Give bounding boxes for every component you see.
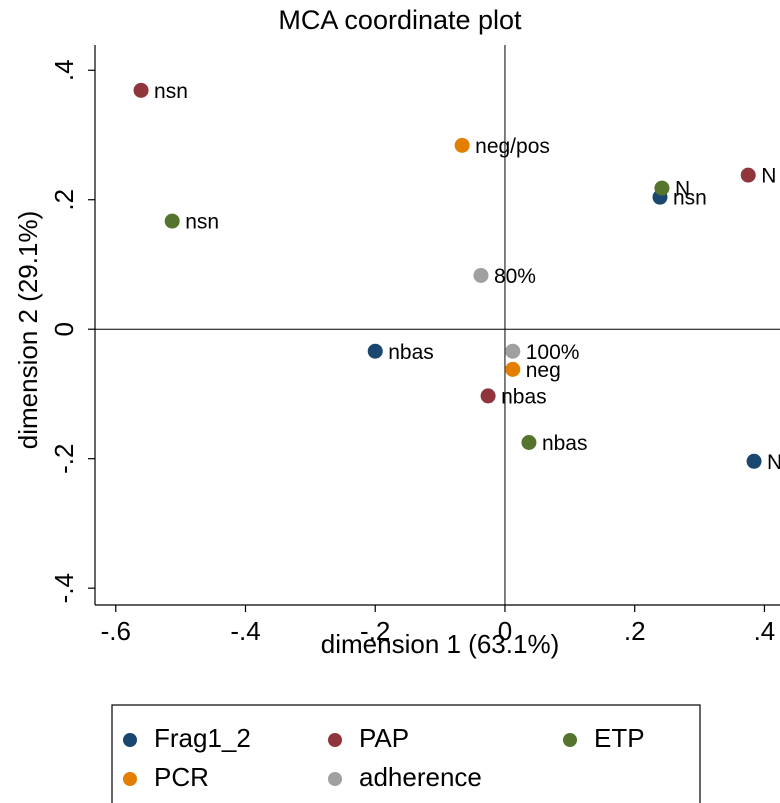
point	[367, 343, 383, 359]
y-tick-label: .4	[49, 59, 79, 81]
y-tick-label: 0	[49, 322, 79, 336]
x-tick-label: -.2	[360, 616, 390, 646]
point-label: 80%	[494, 265, 536, 288]
point-label: neg	[526, 359, 561, 382]
legend-box	[111, 704, 701, 803]
x-tick-label: .2	[624, 616, 646, 646]
point-label: N	[767, 451, 780, 474]
y-tick-label: -.2	[49, 444, 79, 474]
x-tick-label: -.4	[230, 616, 260, 646]
point	[505, 343, 521, 359]
legend-marker	[123, 772, 137, 786]
point	[521, 435, 537, 451]
point	[505, 361, 521, 377]
point-label: N	[761, 165, 776, 188]
point-label: nsn	[673, 187, 707, 210]
y-axis-title: dimension 2 (29.1%)	[13, 211, 43, 449]
point	[746, 453, 762, 469]
point-label: nbas	[501, 385, 547, 408]
chart-title: MCA coordinate plot	[278, 5, 522, 35]
point-label: nsn	[185, 211, 219, 234]
legend-marker	[328, 733, 342, 747]
legend-label: Frag1_2	[154, 723, 251, 753]
point	[164, 213, 180, 229]
legend-marker	[328, 772, 342, 786]
point-label: 100%	[526, 341, 580, 364]
legend-label: adherence	[359, 762, 482, 792]
point-label: nbas	[388, 341, 434, 364]
point	[480, 388, 496, 404]
point	[473, 267, 489, 283]
legend-marker	[123, 733, 137, 747]
point	[133, 82, 149, 98]
point-label: nsn	[154, 80, 188, 103]
y-tick-label: -.4	[49, 573, 79, 603]
x-tick-label: 0	[498, 616, 512, 646]
y-tick-label: .2	[49, 189, 79, 211]
point-label: nbas	[542, 432, 588, 455]
point	[654, 180, 670, 196]
legend-label: PCR	[154, 762, 209, 792]
legend-marker	[563, 733, 577, 747]
legend-label: ETP	[594, 723, 645, 753]
point	[740, 167, 756, 183]
point-label: N	[675, 178, 690, 201]
point-label: neg/pos	[475, 135, 550, 158]
x-tick-label: .4	[754, 616, 776, 646]
x-axis-title: dimension 1 (63.1%)	[321, 629, 559, 659]
point	[454, 137, 470, 153]
legend-label: PAP	[359, 723, 409, 753]
x-tick-label: -.6	[101, 616, 131, 646]
